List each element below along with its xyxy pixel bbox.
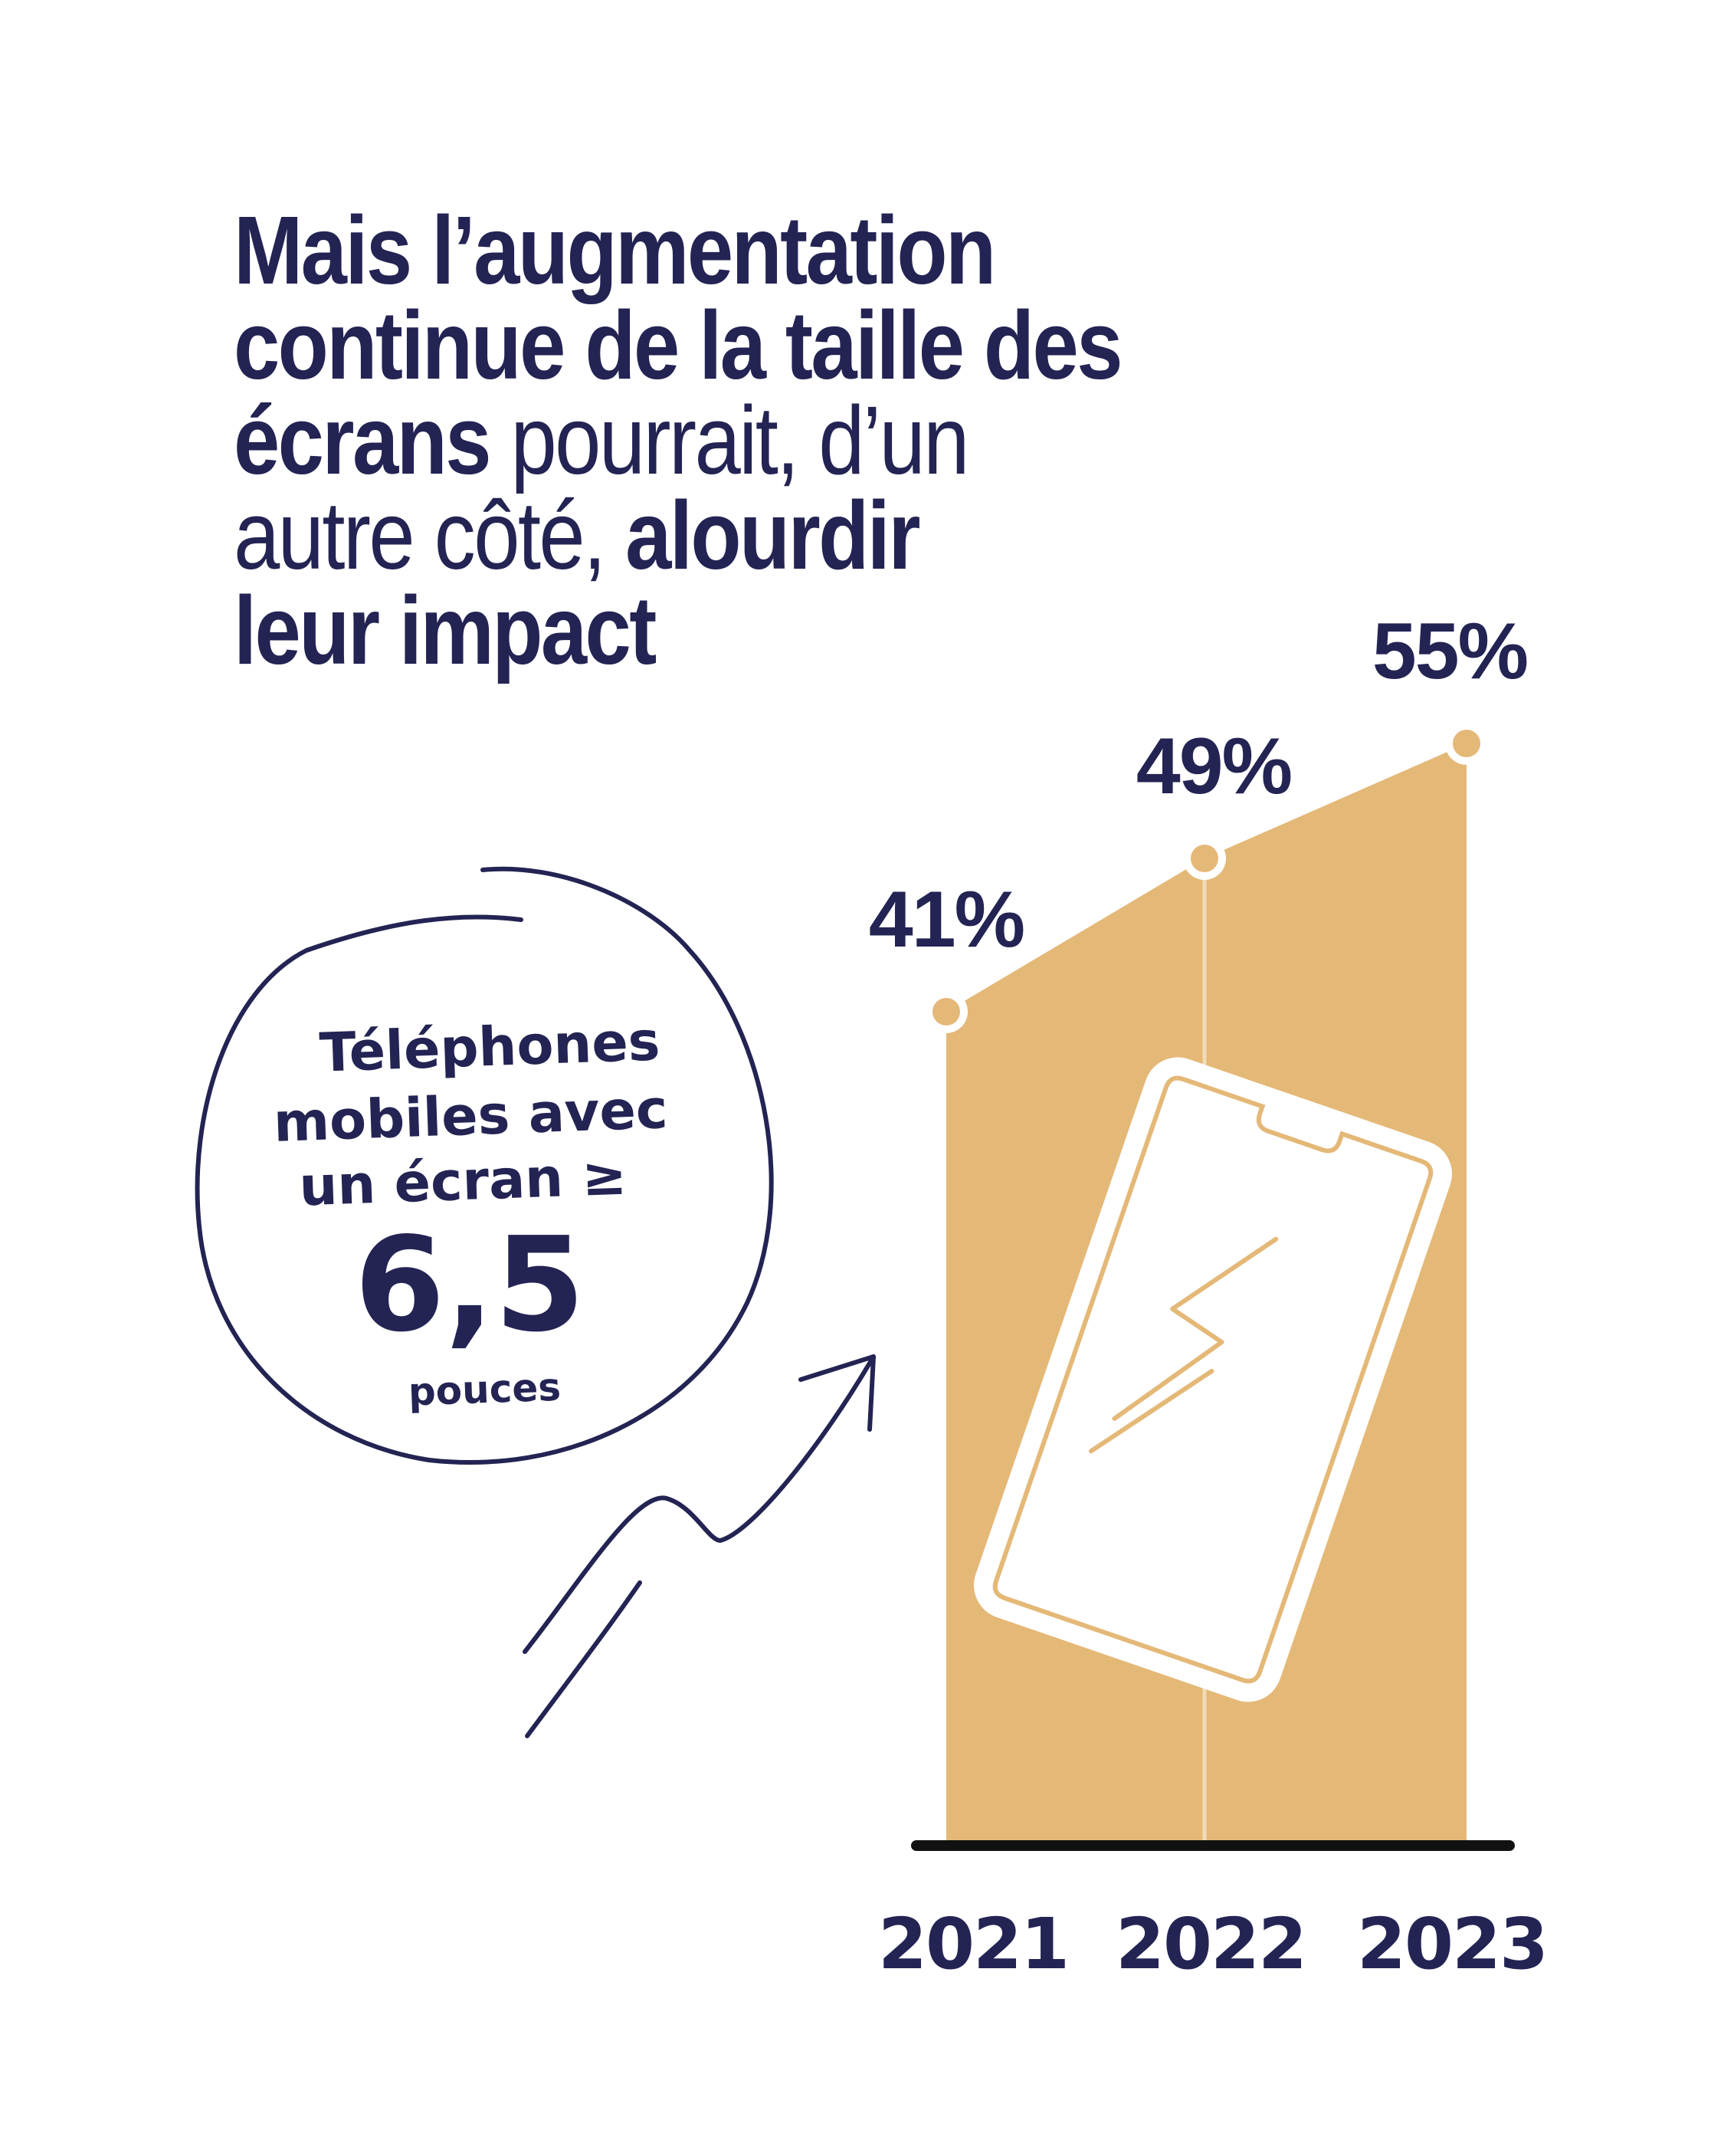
bubble-line-3: un écran ≥ (298, 1144, 628, 1219)
x-tick-2022: 2022 (1116, 1903, 1306, 1985)
x-tick-2021: 2021 (878, 1903, 1068, 1985)
headline-line-2: continue de la taille des (234, 297, 1288, 394)
headline-line-4: autre côté, alourdir (234, 487, 1288, 584)
x-tick-2023: 2023 (1357, 1903, 1547, 1985)
headline-line-3: écrans pourrait, d’un (234, 392, 1288, 489)
headline-text-4a: autre côté, (234, 481, 626, 589)
data-label-2022: 49% (1136, 722, 1291, 811)
headline-line-1: Mais l’augmentation (234, 202, 1288, 299)
data-point-2021 (932, 998, 960, 1025)
data-label-2021: 41% (869, 875, 1024, 964)
data-label-2023: 55% (1372, 607, 1527, 696)
smartphone-icon (974, 1057, 1452, 1702)
bubble-value: 6,5 (354, 1209, 585, 1361)
bubble-line-2: mobiles avec (273, 1078, 669, 1154)
headline-text-5: leur impact (234, 576, 657, 684)
headline-text-4b: alourdir (625, 481, 920, 589)
headline: Mais l’augmentation continue de la taill… (234, 202, 1288, 679)
headline-text-1: Mais l’augmentation (234, 196, 996, 304)
trend-arrow-icon (523, 1354, 876, 1738)
headline-text-2: continue de la taille des (234, 291, 1123, 399)
lightning-icon (1088, 1236, 1279, 1454)
bubble-outline (195, 866, 774, 1465)
headline-text-3a: écrans (234, 386, 492, 494)
bubble-unit: pouces (408, 1365, 562, 1415)
bubble-line-1: Téléphones (319, 1009, 661, 1084)
headline-line-5: leur impact (234, 582, 1288, 679)
data-point-2023 (1453, 730, 1480, 757)
headline-text-3b: pourrait, d’un (489, 386, 969, 494)
data-point-2022 (1191, 845, 1218, 872)
